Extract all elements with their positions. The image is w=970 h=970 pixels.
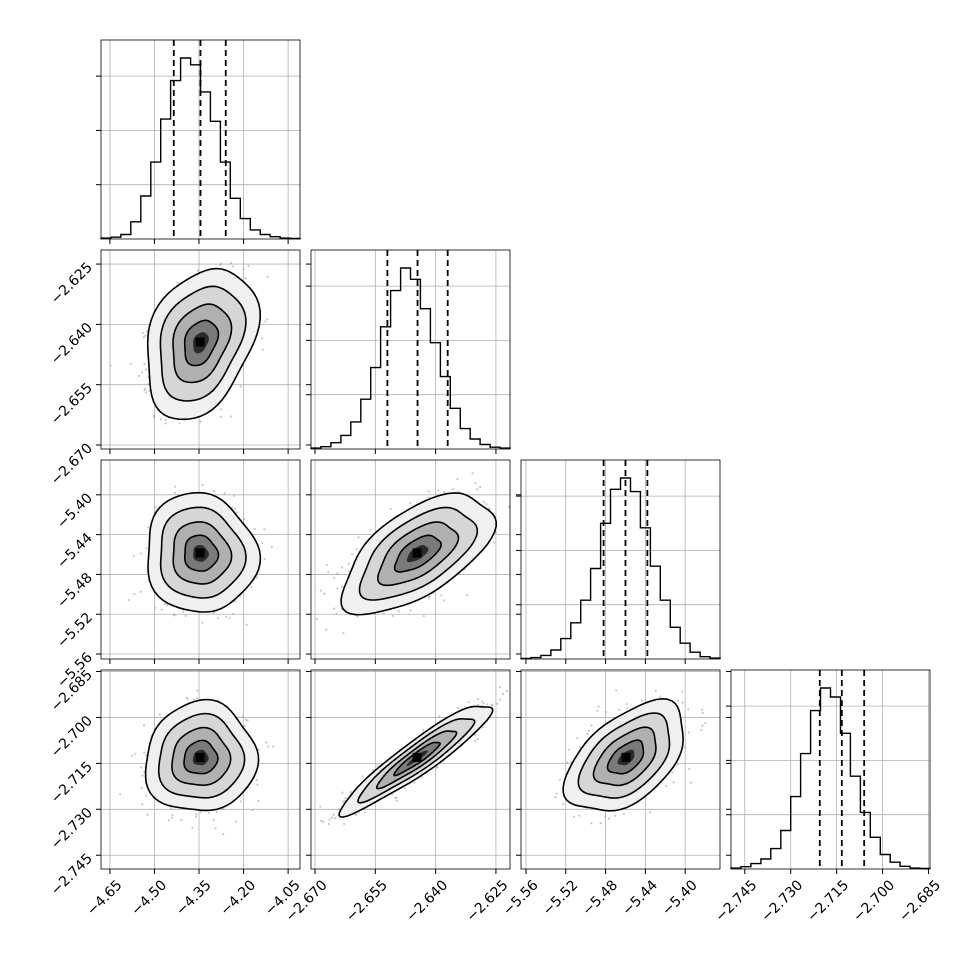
x-tick-label: −5.40 — [659, 877, 701, 919]
x-tick-label: −5.44 — [619, 877, 661, 919]
x-tick-label: −2.700 — [850, 877, 898, 925]
panel-frame — [100, 669, 301, 870]
x-tick-label: −5.52 — [540, 877, 582, 919]
histogram-steps — [310, 267, 511, 449]
x-tick-label: −4.50 — [128, 877, 170, 919]
x-tick-label: −2.625 — [464, 877, 512, 925]
density-peak — [195, 548, 205, 558]
density-contours — [144, 698, 260, 812]
x-tick-label: −4.65 — [84, 877, 126, 919]
panel-frame — [520, 669, 721, 870]
y-tick-label: −2.730 — [48, 805, 96, 853]
x-tick-label: −2.745 — [712, 877, 760, 925]
panel-hist-0 — [96, 39, 301, 240]
y-tick-label: −2.655 — [48, 380, 96, 428]
panel-2d-2-0 — [100, 459, 301, 660]
panel-2d-3-2 — [520, 669, 721, 870]
panel-frame — [730, 669, 931, 870]
density-peak — [412, 548, 422, 558]
density-peak — [195, 752, 205, 762]
histogram-steps — [100, 57, 301, 240]
panel-frame — [310, 669, 511, 870]
panel-2d-2-1 — [310, 459, 511, 660]
panel-2d-3-1 — [310, 669, 511, 870]
panel-2d-3-0 — [100, 669, 301, 870]
panel-frame — [310, 249, 511, 450]
y-tick-label: −5.48 — [54, 570, 96, 612]
y-tick-label: −5.52 — [54, 610, 96, 652]
panel-frame — [520, 459, 721, 660]
panel-frame — [100, 459, 301, 660]
x-tick-label: −4.20 — [218, 877, 260, 919]
density-peak — [621, 752, 631, 762]
density-contours — [146, 267, 262, 421]
y-tick-label: −2.625 — [48, 260, 96, 308]
density-peak — [195, 337, 205, 347]
x-tick-label: −2.685 — [896, 877, 944, 925]
panel-frame — [310, 459, 511, 660]
panel-frame — [100, 249, 301, 450]
density-contours — [562, 697, 684, 812]
x-tick-label: −4.35 — [173, 877, 215, 919]
panel-hist-3 — [726, 669, 931, 870]
y-tick-label: −2.670 — [48, 440, 96, 488]
panel-hist-2 — [516, 459, 721, 660]
density-contours — [340, 492, 498, 616]
x-tick-label: −2.730 — [758, 877, 806, 925]
panel-2d-1-0 — [100, 249, 301, 450]
x-tick-label: −2.640 — [403, 877, 451, 925]
y-tick-label: −2.700 — [48, 713, 96, 761]
y-tick-label: −5.40 — [54, 490, 96, 532]
y-tick-label: −5.44 — [54, 530, 96, 572]
y-tick-label: −2.745 — [48, 851, 96, 899]
histogram-steps — [520, 477, 721, 660]
density-peak — [412, 752, 422, 762]
x-tick-label: −5.48 — [580, 877, 622, 919]
panel-frame — [100, 39, 301, 240]
histogram-steps — [730, 687, 931, 870]
x-tick-label: −2.715 — [804, 877, 852, 925]
panel-hist-1 — [306, 249, 511, 450]
density-contours — [147, 491, 262, 613]
density-contours — [338, 705, 494, 818]
x-tick-label: −2.655 — [343, 877, 391, 925]
y-tick-label: −2.640 — [48, 320, 96, 368]
y-tick-label: −2.715 — [48, 759, 96, 807]
